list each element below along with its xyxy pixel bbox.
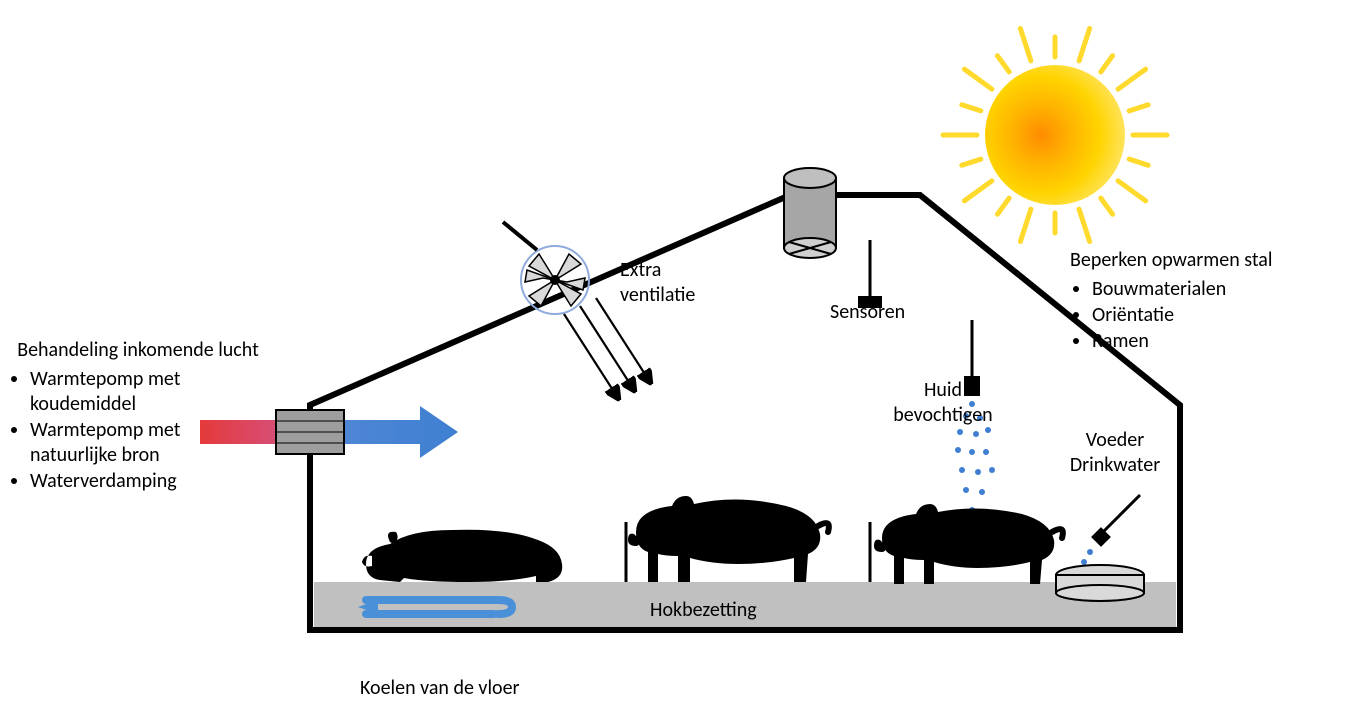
sun-icon [943,28,1167,241]
ventilation-line2: ventilatie [620,283,695,308]
skin-line1: Huid [878,378,1008,403]
ventilation-line1: Extra [620,258,695,283]
pig-standing-1-icon [628,496,829,582]
incoming-air-list: Warmtepomp met koudemiddel Warmtepomp me… [8,367,268,494]
pig-lying-icon [362,530,562,582]
floor-cooling-label: Koelen van de vloer [360,676,520,701]
feed-line1: Voeder [1055,428,1175,453]
skin-line2: bevochtigen [878,403,1008,428]
diagram-canvas: Behandeling inkomende lucht Warmtepomp m… [0,0,1349,722]
extra-ventilation-label: Extra ventilatie [620,258,695,308]
heat-limit-item: Ramen [1092,329,1330,354]
feed-bowl-icon [1056,495,1144,601]
heat-limit-title: Beperken opwarmen stal [1070,248,1330,273]
roof-vent-icon [784,168,836,258]
skin-wetting-label: Huid bevochtigen [878,378,1008,428]
sensor-icon [858,240,882,308]
incoming-air-item: Waterverdamping [30,469,268,494]
feed-water-label: Voeder Drinkwater [1055,428,1175,478]
sensors-label: Sensoren [830,300,905,325]
heat-limit-item: Oriëntatie [1092,303,1330,328]
incoming-air-label: Behandeling inkomende lucht Warmtepomp m… [8,338,268,495]
incoming-air-item: Warmtepomp met koudemiddel [30,367,268,417]
pig-standing-2-icon [874,504,1063,584]
heat-limit-item: Bouwmaterialen [1092,277,1330,302]
feed-line2: Drinkwater [1055,453,1175,478]
heat-limit-label: Beperken opwarmen stal Bouwmaterialen Or… [1070,248,1330,355]
incoming-air-title: Behandeling inkomende lucht [8,338,268,363]
heat-limit-list: Bouwmaterialen Oriëntatie Ramen [1070,277,1330,354]
incoming-air-item: Warmtepomp met natuurlijke bron [30,418,268,468]
occupancy-label: Hokbezetting [650,598,757,623]
fan-airflow-arrows [564,298,650,398]
